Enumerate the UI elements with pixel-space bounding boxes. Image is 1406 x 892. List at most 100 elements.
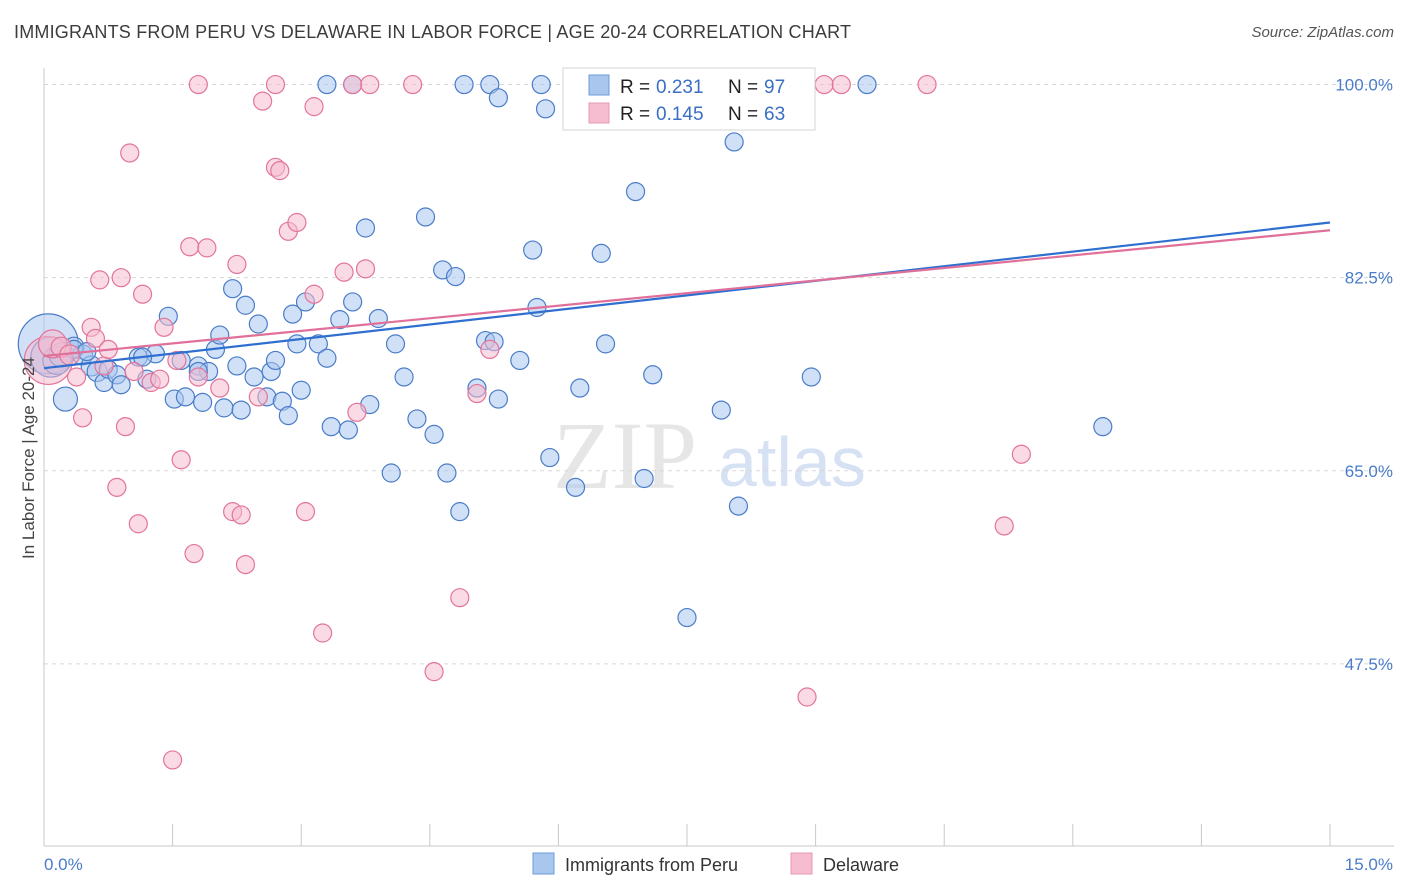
- peru-point: [248, 314, 268, 334]
- peru-point: [244, 367, 264, 387]
- peru-point: [510, 350, 530, 371]
- legend-n-value-delaware: 63: [764, 104, 785, 125]
- delaware-point: [120, 143, 140, 163]
- delaware-point: [248, 387, 268, 407]
- peru-point: [381, 463, 401, 483]
- delaware-point: [253, 91, 273, 111]
- peru-point: [52, 386, 79, 412]
- peru-point: [1093, 417, 1113, 437]
- delaware-point: [235, 554, 256, 575]
- delaware-point: [128, 514, 148, 534]
- bottom-legend-swatch-peru: [532, 852, 555, 875]
- peru-point: [415, 207, 436, 227]
- delaware-point: [231, 505, 251, 525]
- peru-point: [711, 400, 731, 420]
- peru-point: [111, 375, 131, 395]
- legend-r-value-delaware: 0.145: [656, 104, 704, 125]
- peru-point: [291, 380, 311, 400]
- x-tick-label: 15.0%: [1345, 855, 1393, 874]
- delaware-point: [994, 516, 1014, 536]
- legend-r-label-delaware: R =: [620, 104, 650, 125]
- peru-point: [287, 334, 307, 354]
- delaware-point: [313, 623, 333, 643]
- delaware-point: [188, 74, 208, 95]
- legend-n-label-peru: N =: [728, 77, 758, 98]
- trend-layer: [43, 221, 1331, 370]
- delaware-point: [304, 97, 324, 117]
- peru-point: [595, 334, 616, 354]
- delaware-point: [797, 687, 817, 707]
- peru-point: [801, 367, 821, 387]
- delaware-point: [450, 588, 470, 608]
- peru-point: [535, 99, 556, 119]
- peru-point: [235, 295, 256, 315]
- delaware-point: [467, 383, 487, 404]
- peru-point: [450, 502, 470, 522]
- peru-point: [454, 74, 474, 95]
- peru-point: [437, 463, 457, 483]
- peru-point: [634, 468, 654, 489]
- peru-point: [540, 447, 560, 468]
- delaware-point: [917, 74, 937, 95]
- watermark-atlas: atlas: [718, 423, 866, 501]
- peru-point: [394, 367, 414, 387]
- peru-point: [321, 417, 341, 437]
- peru-point: [488, 88, 508, 108]
- peru-point: [570, 378, 590, 398]
- peru-point: [283, 304, 303, 324]
- series-legend: Immigrants from Peru Delaware: [532, 852, 899, 875]
- delaware-point: [347, 402, 367, 422]
- chart-title: IMMIGRANTS FROM PERU VS DELAWARE IN LABO…: [14, 22, 852, 42]
- delaware-point: [360, 74, 380, 95]
- delaware-point: [210, 378, 230, 398]
- delaware-point: [355, 259, 376, 279]
- delaware-point: [150, 369, 170, 389]
- axis-layer: [43, 68, 1394, 847]
- delaware-point: [171, 450, 191, 470]
- peru-point: [728, 496, 749, 516]
- peru-point: [210, 325, 230, 345]
- peru-point: [677, 607, 697, 628]
- peru-point: [488, 389, 508, 409]
- delaware-point: [227, 254, 247, 275]
- delaware-point: [111, 268, 131, 288]
- delaware-point: [85, 328, 106, 348]
- delaware-point: [184, 543, 204, 564]
- delaware-point: [304, 284, 324, 304]
- points-layer: [17, 74, 1113, 770]
- peru-point: [330, 310, 350, 330]
- peru-point: [643, 365, 663, 385]
- delaware-point: [287, 212, 307, 233]
- peru-point: [338, 420, 358, 440]
- x-tick-label: 0.0%: [44, 855, 83, 874]
- delaware-point: [180, 237, 200, 257]
- delaware-point: [295, 502, 316, 522]
- peru-point: [523, 240, 543, 260]
- correlation-legend: R = 0.231 N = 97 R = 0.145 N = 63: [562, 67, 816, 131]
- legend-swatch-peru: [588, 74, 610, 96]
- peru-point: [531, 74, 551, 95]
- y-tick-label: 100.0%: [1335, 76, 1393, 95]
- bottom-legend-label-peru: Immigrants from Peru: [565, 855, 738, 875]
- peru-point: [214, 398, 234, 418]
- bottom-legend-swatch-delaware: [790, 852, 813, 875]
- peru-point: [724, 132, 744, 152]
- peru-point: [591, 243, 611, 263]
- delaware-point: [124, 361, 144, 382]
- delaware-trend-line: [43, 229, 1331, 358]
- peru-point: [355, 218, 376, 238]
- delaware-point: [132, 284, 153, 304]
- delaware-point: [72, 408, 93, 428]
- peru-point: [857, 74, 877, 95]
- peru-point: [265, 350, 286, 371]
- peru-point: [308, 334, 328, 354]
- legend-r-value-peru: 0.231: [656, 77, 704, 98]
- delaware-point: [167, 350, 187, 371]
- y-tick-label: 65.0%: [1345, 462, 1393, 481]
- peru-point: [223, 279, 243, 299]
- delaware-point: [480, 339, 500, 360]
- delaware-point: [265, 74, 286, 95]
- delaware-point: [831, 74, 851, 95]
- delaware-point: [90, 270, 110, 290]
